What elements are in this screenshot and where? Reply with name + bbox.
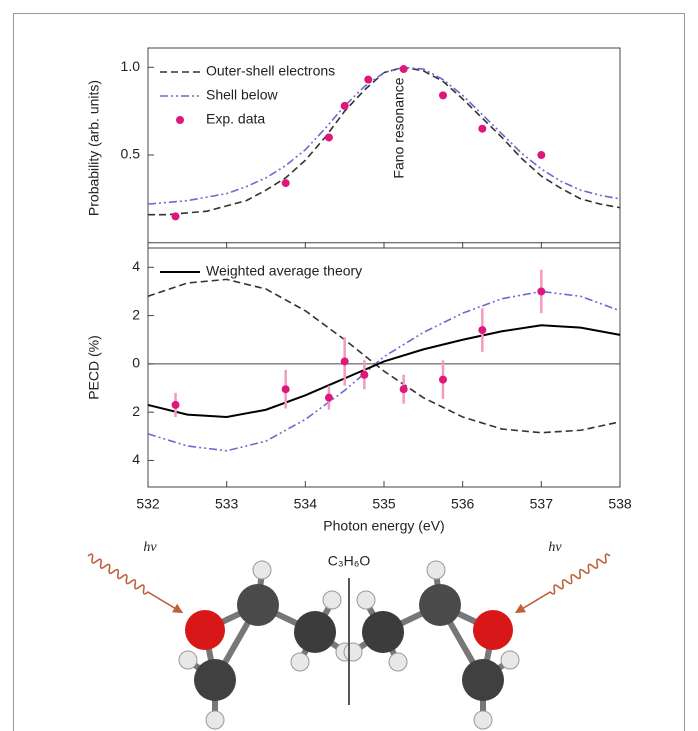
annotation: Fano resonance xyxy=(390,77,406,178)
data-point xyxy=(399,385,408,394)
data-point xyxy=(439,91,447,100)
series-line xyxy=(147,324,621,418)
data-point xyxy=(537,287,546,296)
y-tick-label: 0.5 xyxy=(121,146,141,162)
data-point xyxy=(324,393,333,402)
plot-frame xyxy=(147,247,621,488)
series-line xyxy=(147,290,621,452)
y-tick-label: 4 xyxy=(132,258,140,274)
x-tick-label: 533 xyxy=(215,496,239,512)
photon-label: hν xyxy=(548,540,562,555)
data-point xyxy=(399,65,408,74)
data-point xyxy=(171,400,180,409)
figure-border xyxy=(13,13,685,731)
legend-marker xyxy=(176,116,184,124)
data-point xyxy=(281,385,290,394)
y-axis-label: Probability (arb. units) xyxy=(86,80,102,216)
x-tick-label: 532 xyxy=(136,496,160,512)
series-line xyxy=(147,66,621,205)
data-point xyxy=(324,133,333,142)
data-point xyxy=(281,179,290,188)
legend-label: Weighted average theory xyxy=(206,263,362,279)
y-tick-label: 2 xyxy=(132,306,140,322)
y-tick-label: 2 xyxy=(132,403,140,419)
molecule xyxy=(178,560,355,730)
photon-arrow xyxy=(87,553,184,614)
y-tick-label: 4 xyxy=(132,451,140,467)
x-tick-label: 536 xyxy=(451,496,475,512)
legend-label: Outer-shell electrons xyxy=(206,63,335,79)
x-axis-label: Photon energy (eV) xyxy=(323,518,444,534)
y-axis-label: PECD (%) xyxy=(86,335,102,400)
photon-label: hν xyxy=(143,540,157,555)
x-tick-label: 538 xyxy=(608,496,632,512)
data-point xyxy=(360,370,369,379)
y-tick-label: 1.0 xyxy=(121,58,141,74)
data-point xyxy=(478,124,487,133)
legend-label: Exp. data xyxy=(206,111,265,127)
data-point xyxy=(439,375,447,384)
data-point xyxy=(340,357,349,366)
x-tick-label: 537 xyxy=(530,496,554,512)
legend-label: Shell below xyxy=(206,87,278,103)
data-point xyxy=(171,212,180,221)
x-tick-label: 535 xyxy=(372,496,396,512)
molecule-mirror xyxy=(344,561,519,729)
x-tick-label: 534 xyxy=(294,496,318,512)
formula: C₃H₆O xyxy=(328,553,371,569)
data-point xyxy=(340,101,349,110)
photon-arrow xyxy=(514,553,611,614)
data-point xyxy=(478,326,487,335)
series-line xyxy=(147,278,621,434)
data-point xyxy=(364,75,373,84)
data-point xyxy=(537,151,546,160)
y-tick-label: 0 xyxy=(132,355,140,371)
